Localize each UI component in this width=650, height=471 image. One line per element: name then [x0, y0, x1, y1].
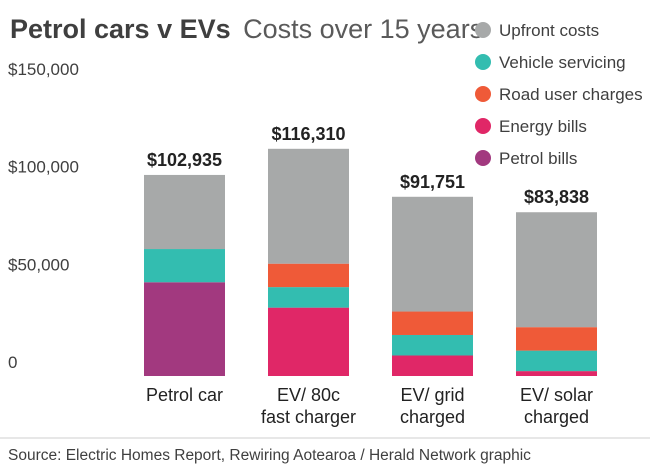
category-label-line: EV/ 80c — [277, 385, 340, 405]
category-label-line: EV/ solar — [520, 385, 593, 405]
bar-segment-energy-bills — [516, 371, 597, 376]
total-label: $91,751 — [400, 172, 465, 192]
bar-segment-upfront-costs — [516, 212, 597, 328]
bar-segment-vehicle-servicing — [144, 249, 225, 283]
source-note: Source: Electric Homes Report, Rewiring … — [8, 447, 531, 464]
category-label: Petrol car — [146, 385, 223, 405]
legend-swatch — [475, 22, 491, 38]
bar-segment-vehicle-servicing — [392, 334, 473, 356]
legend-swatch — [475, 150, 491, 166]
legend: Upfront costs Vehicle servicing Road user … — [475, 21, 643, 168]
category-label: EV/ 80c fast charger — [261, 385, 356, 427]
bars — [144, 148, 597, 376]
category-label-line: charged — [400, 407, 465, 427]
legend-swatch — [475, 86, 491, 102]
bar-segment-upfront-costs — [392, 196, 473, 312]
y-tick-label: 0 — [8, 353, 17, 372]
category-label-line: Petrol car — [146, 385, 223, 405]
legend-label: Upfront costs — [499, 21, 599, 40]
bar-segment-road-user-charges — [392, 311, 473, 335]
bar-segment-petrol-bills — [144, 282, 225, 376]
legend-label: Vehicle servicing — [499, 53, 626, 72]
category-label: EV/ solar charged — [520, 385, 593, 427]
legend-swatch — [475, 118, 491, 134]
total-label: $83,838 — [524, 187, 589, 207]
category-label-line: fast charger — [261, 407, 356, 427]
bar-segment-road-user-charges — [516, 327, 597, 351]
y-axis: 0 $50,000 $100,000 $150,000 — [8, 60, 79, 372]
chart-subtitle: Costs over 15 years — [243, 14, 483, 44]
chart-title: Petrol cars v EVs — [10, 14, 231, 44]
bar-segment-energy-bills — [392, 355, 473, 376]
total-label: $116,310 — [271, 124, 345, 144]
legend-label: Road user charges — [499, 85, 643, 104]
category-label-line: EV/ grid — [400, 385, 464, 405]
bar-segment-energy-bills — [268, 307, 349, 376]
total-label: $102,935 — [147, 150, 222, 170]
bar-segment-road-user-charges — [268, 263, 349, 288]
category-label-line: charged — [524, 407, 589, 427]
bar-segment-upfront-costs — [268, 148, 349, 264]
bar-segment-vehicle-servicing — [268, 287, 349, 308]
bar-segment-upfront-costs — [144, 174, 225, 250]
legend-label: Petrol bills — [499, 149, 577, 168]
legend-swatch — [475, 54, 491, 70]
y-tick-label: $150,000 — [8, 60, 79, 79]
y-tick-label: $100,000 — [8, 158, 79, 177]
chart-title-line: Petrol cars v EVs Costs over 15 years — [10, 14, 483, 44]
bar-segment-vehicle-servicing — [516, 350, 597, 372]
category-label: EV/ grid charged — [400, 385, 465, 427]
labels: $102,935 Petrol car $116,310 EV/ 80c fast ch… — [146, 124, 593, 427]
y-tick-label: $50,000 — [8, 255, 69, 274]
legend-label: Energy bills — [499, 117, 587, 136]
